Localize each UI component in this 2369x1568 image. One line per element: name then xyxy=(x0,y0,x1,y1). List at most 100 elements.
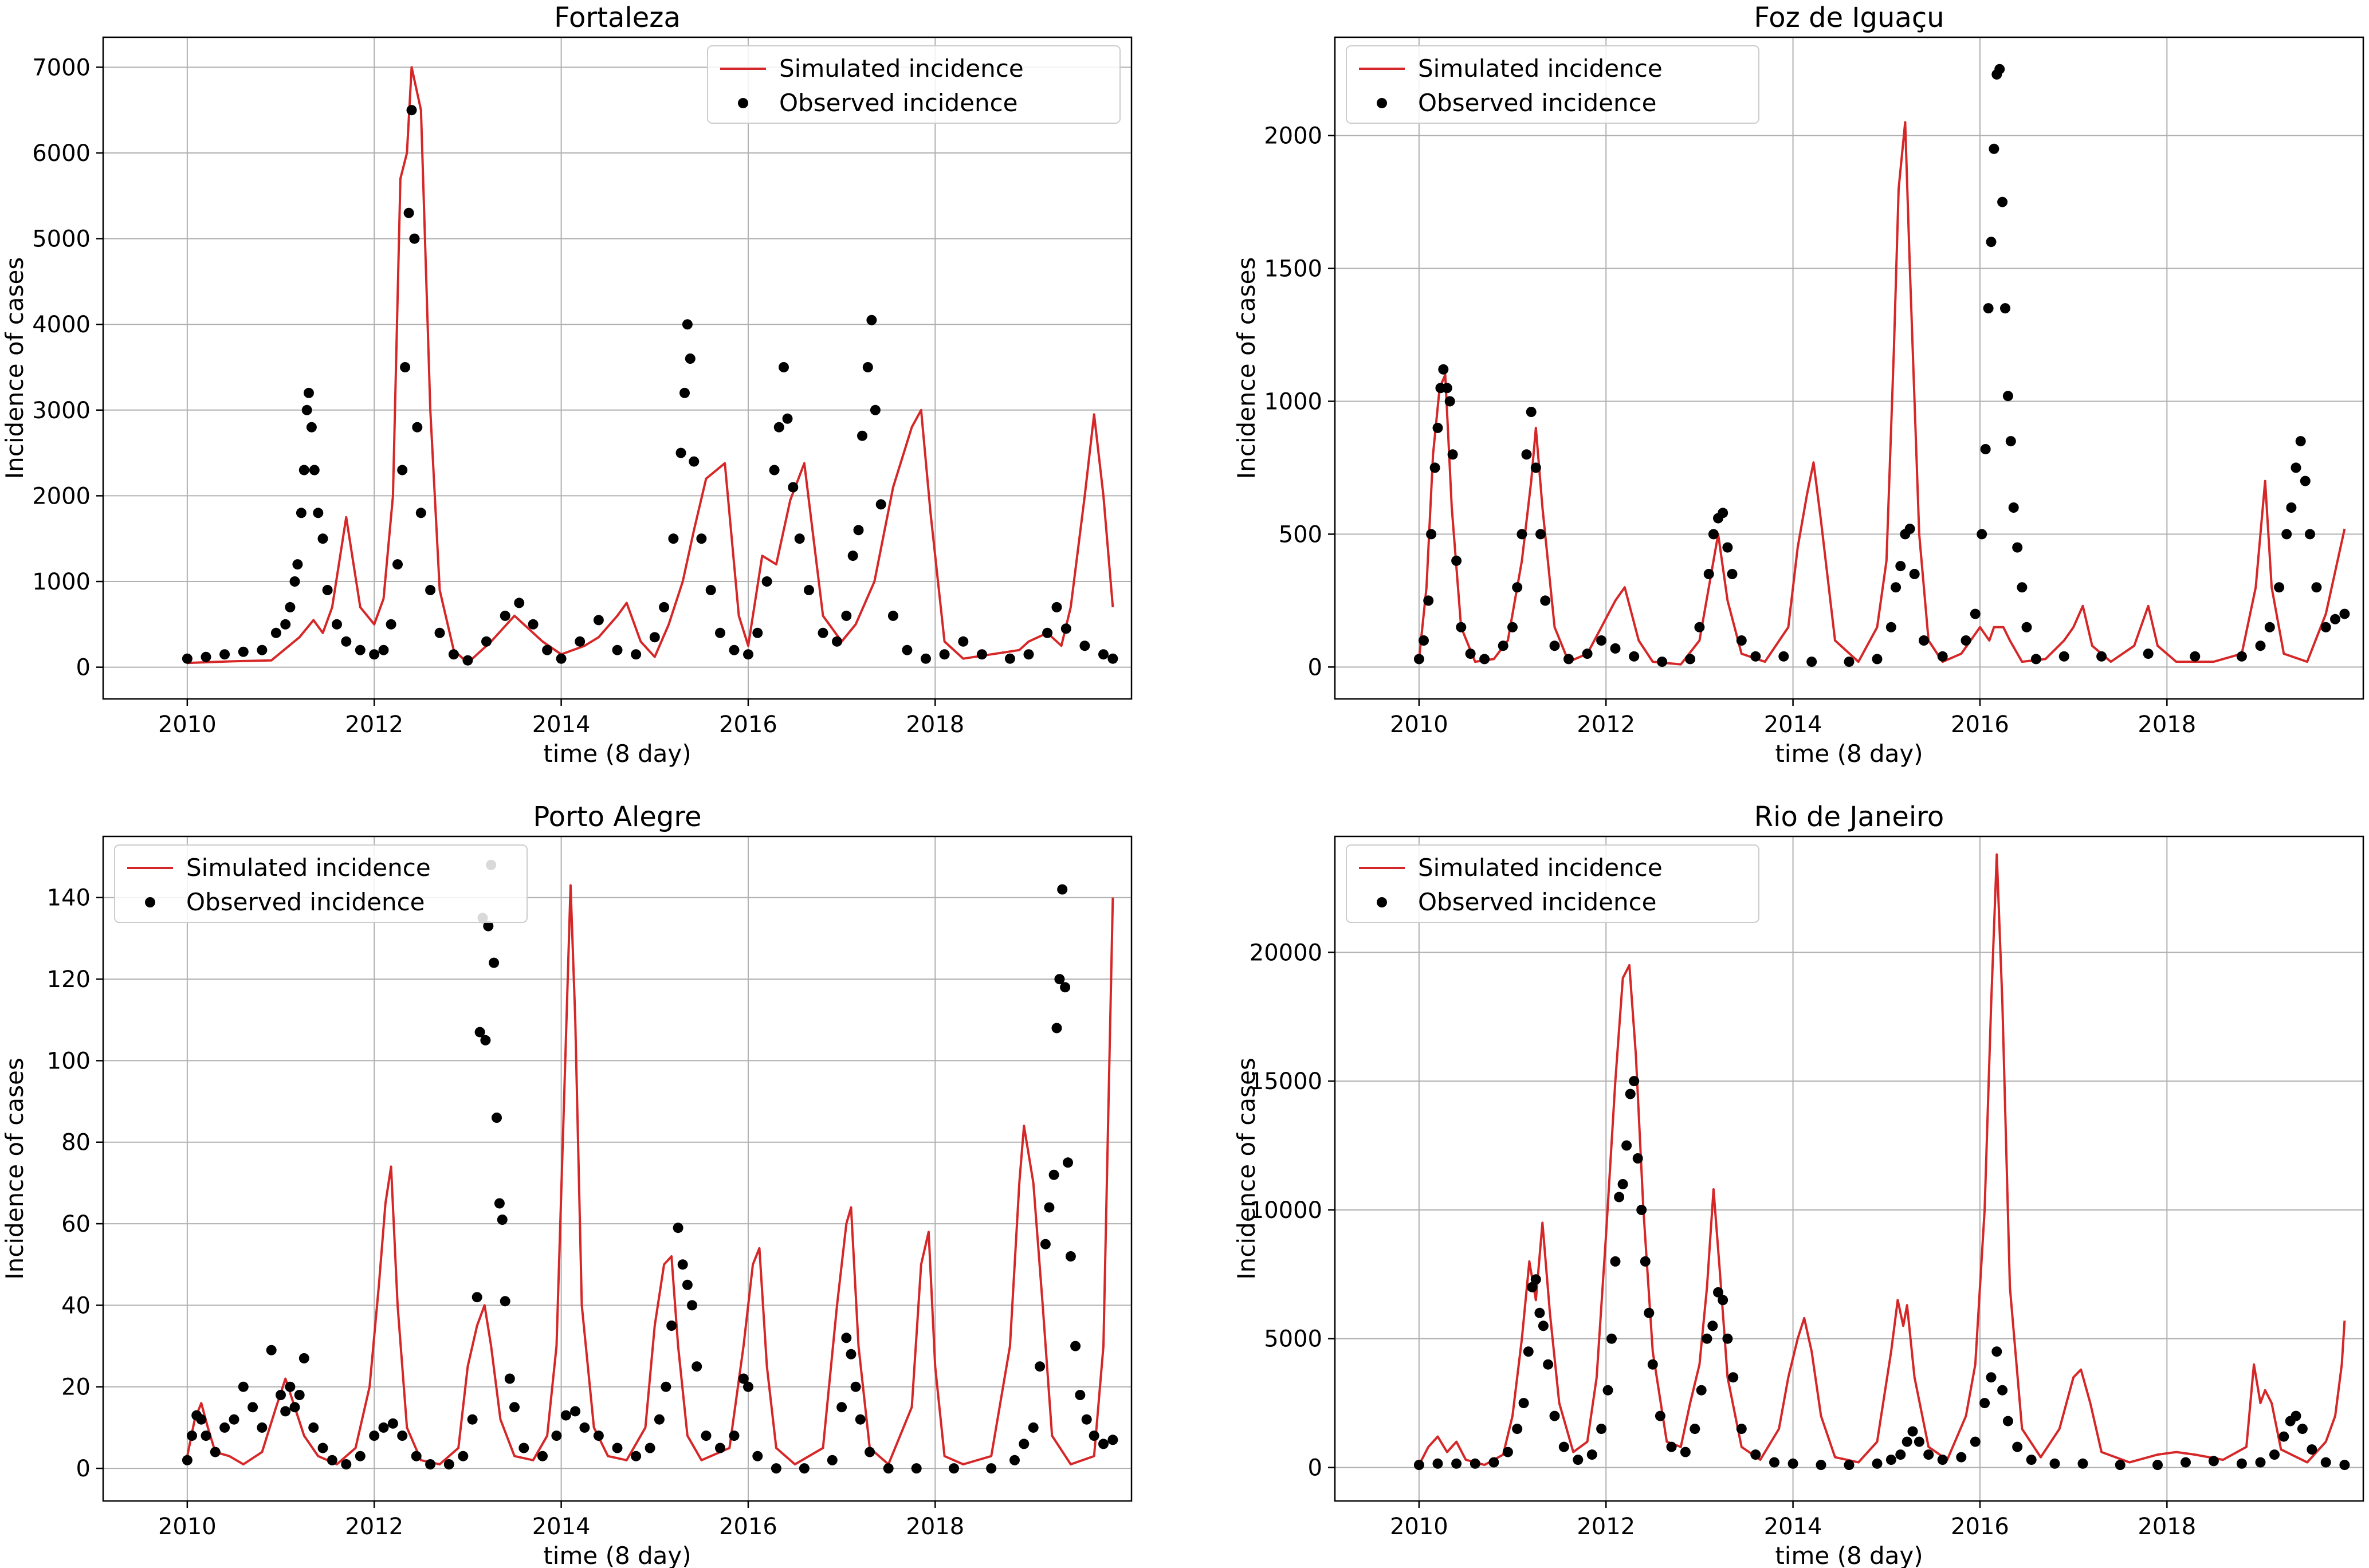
observed-point xyxy=(682,319,693,330)
observed-point xyxy=(2300,475,2311,486)
observed-point xyxy=(2017,582,2028,593)
observed-point xyxy=(743,1381,753,1392)
observed-point xyxy=(1432,1458,1443,1469)
observed-point xyxy=(480,1035,491,1046)
legend: Simulated incidence Observed incidence xyxy=(1346,844,1759,923)
observed-point xyxy=(1042,627,1053,638)
observed-point xyxy=(593,1431,604,1441)
observed-point xyxy=(593,615,604,626)
simulated-incidence-line xyxy=(187,66,1114,665)
observed-point xyxy=(1690,1424,1700,1435)
y-tick-label: 80 xyxy=(61,1130,91,1156)
observed-point xyxy=(666,1321,677,1331)
observed-point xyxy=(675,447,686,458)
observed-point xyxy=(392,559,403,570)
y-tick-label: 2000 xyxy=(1264,123,1322,150)
observed-point xyxy=(689,456,700,467)
observed-point xyxy=(1937,1455,1948,1465)
observed-point xyxy=(397,465,408,475)
observed-point xyxy=(280,1406,291,1417)
observed-point xyxy=(1727,569,1738,579)
observed-point xyxy=(1956,1452,1967,1463)
observed-point xyxy=(1426,529,1437,540)
observed-point xyxy=(841,1333,852,1343)
observed-point xyxy=(1470,1458,1480,1469)
observed-point xyxy=(1708,529,1719,540)
observed-point xyxy=(696,533,707,544)
observed-point xyxy=(369,649,380,660)
observed-point xyxy=(738,1373,749,1384)
observed-point xyxy=(1107,1435,1118,1445)
observed-point xyxy=(1054,974,1065,985)
observed-point xyxy=(489,957,500,968)
y-tick-label: 10000 xyxy=(1250,1197,1322,1224)
observed-point xyxy=(887,610,898,621)
observed-point xyxy=(1610,643,1621,654)
observed-point xyxy=(238,1381,249,1392)
y-tick-label: 6000 xyxy=(32,140,91,167)
observed-point xyxy=(1986,1372,1997,1383)
observed-point xyxy=(355,645,366,655)
observed-point xyxy=(403,207,414,218)
observed-point xyxy=(668,533,679,544)
x-tick-label: 2016 xyxy=(1951,712,2009,738)
observed-point xyxy=(182,1455,192,1465)
observed-point xyxy=(1527,1282,1538,1292)
observed-point xyxy=(705,585,716,595)
observed-point xyxy=(659,602,670,612)
observed-point xyxy=(939,649,950,660)
x-tick-label: 2018 xyxy=(2138,712,2196,738)
observed-point xyxy=(1937,651,1948,662)
observed-point xyxy=(210,1447,221,1457)
observed-point xyxy=(219,1422,230,1433)
observed-point xyxy=(631,1451,642,1461)
observed-point xyxy=(317,1443,328,1453)
observed-point xyxy=(1979,1398,1990,1409)
observed-point xyxy=(752,1451,763,1461)
observed-point xyxy=(378,645,389,655)
y-tick-label: 0 xyxy=(1308,654,1322,681)
observed-point xyxy=(518,1443,529,1453)
observed-point xyxy=(500,1296,510,1307)
legend-observed-label: Observed incidence xyxy=(186,888,425,916)
observed-point xyxy=(804,585,814,595)
x-tick-label: 2014 xyxy=(532,712,591,738)
observed-point xyxy=(276,1390,286,1400)
observed-point xyxy=(1736,1424,1747,1435)
observed-point xyxy=(1736,635,1747,646)
observed-point xyxy=(289,576,300,587)
observed-point xyxy=(411,1451,422,1461)
observed-point xyxy=(298,465,309,475)
observed-point xyxy=(1680,1447,1691,1457)
observed-point xyxy=(1502,1447,1513,1457)
legend: Simulated incidence Observed incidence xyxy=(114,844,528,923)
observed-point xyxy=(551,1431,562,1441)
observed-point xyxy=(378,1422,389,1433)
y-tick-label: 0 xyxy=(1308,1455,1322,1481)
observed-point xyxy=(1065,1251,1076,1262)
chart-title: Porto Alegre xyxy=(533,801,701,833)
observed-point xyxy=(1844,657,1855,667)
x-tick-label: 2010 xyxy=(1390,1514,1448,1540)
observed-point xyxy=(1098,1439,1109,1449)
observed-point xyxy=(1702,1333,1712,1344)
x-axis-label: time (8 day) xyxy=(543,740,691,768)
observed-point xyxy=(1636,1204,1647,1215)
observed-point xyxy=(1051,602,1062,612)
observed-point xyxy=(308,1422,319,1433)
observed-point xyxy=(1655,1410,1665,1421)
observed-point xyxy=(2030,654,2041,665)
observed-point xyxy=(679,387,690,398)
observed-point xyxy=(1602,1385,1613,1396)
observed-point xyxy=(327,1455,337,1465)
chart-panel-3: 2010 2012 2014 2016 2018 0 20 40 60 80 100 120 140 Po… xyxy=(1,801,1133,1568)
observed-point xyxy=(1549,1410,1560,1421)
chart-panel-4: 2010 2012 2014 2016 2018 0 5000 10000 15000 20000… xyxy=(1232,801,2364,1568)
y-tick-label: 3000 xyxy=(32,398,91,424)
observed-point xyxy=(229,1414,239,1425)
observed-point xyxy=(474,1027,485,1038)
observed-point xyxy=(1563,654,1574,665)
observed-point xyxy=(387,1418,398,1429)
legend-simulated-label: Simulated incidence xyxy=(186,854,431,882)
observed-point xyxy=(304,387,314,398)
